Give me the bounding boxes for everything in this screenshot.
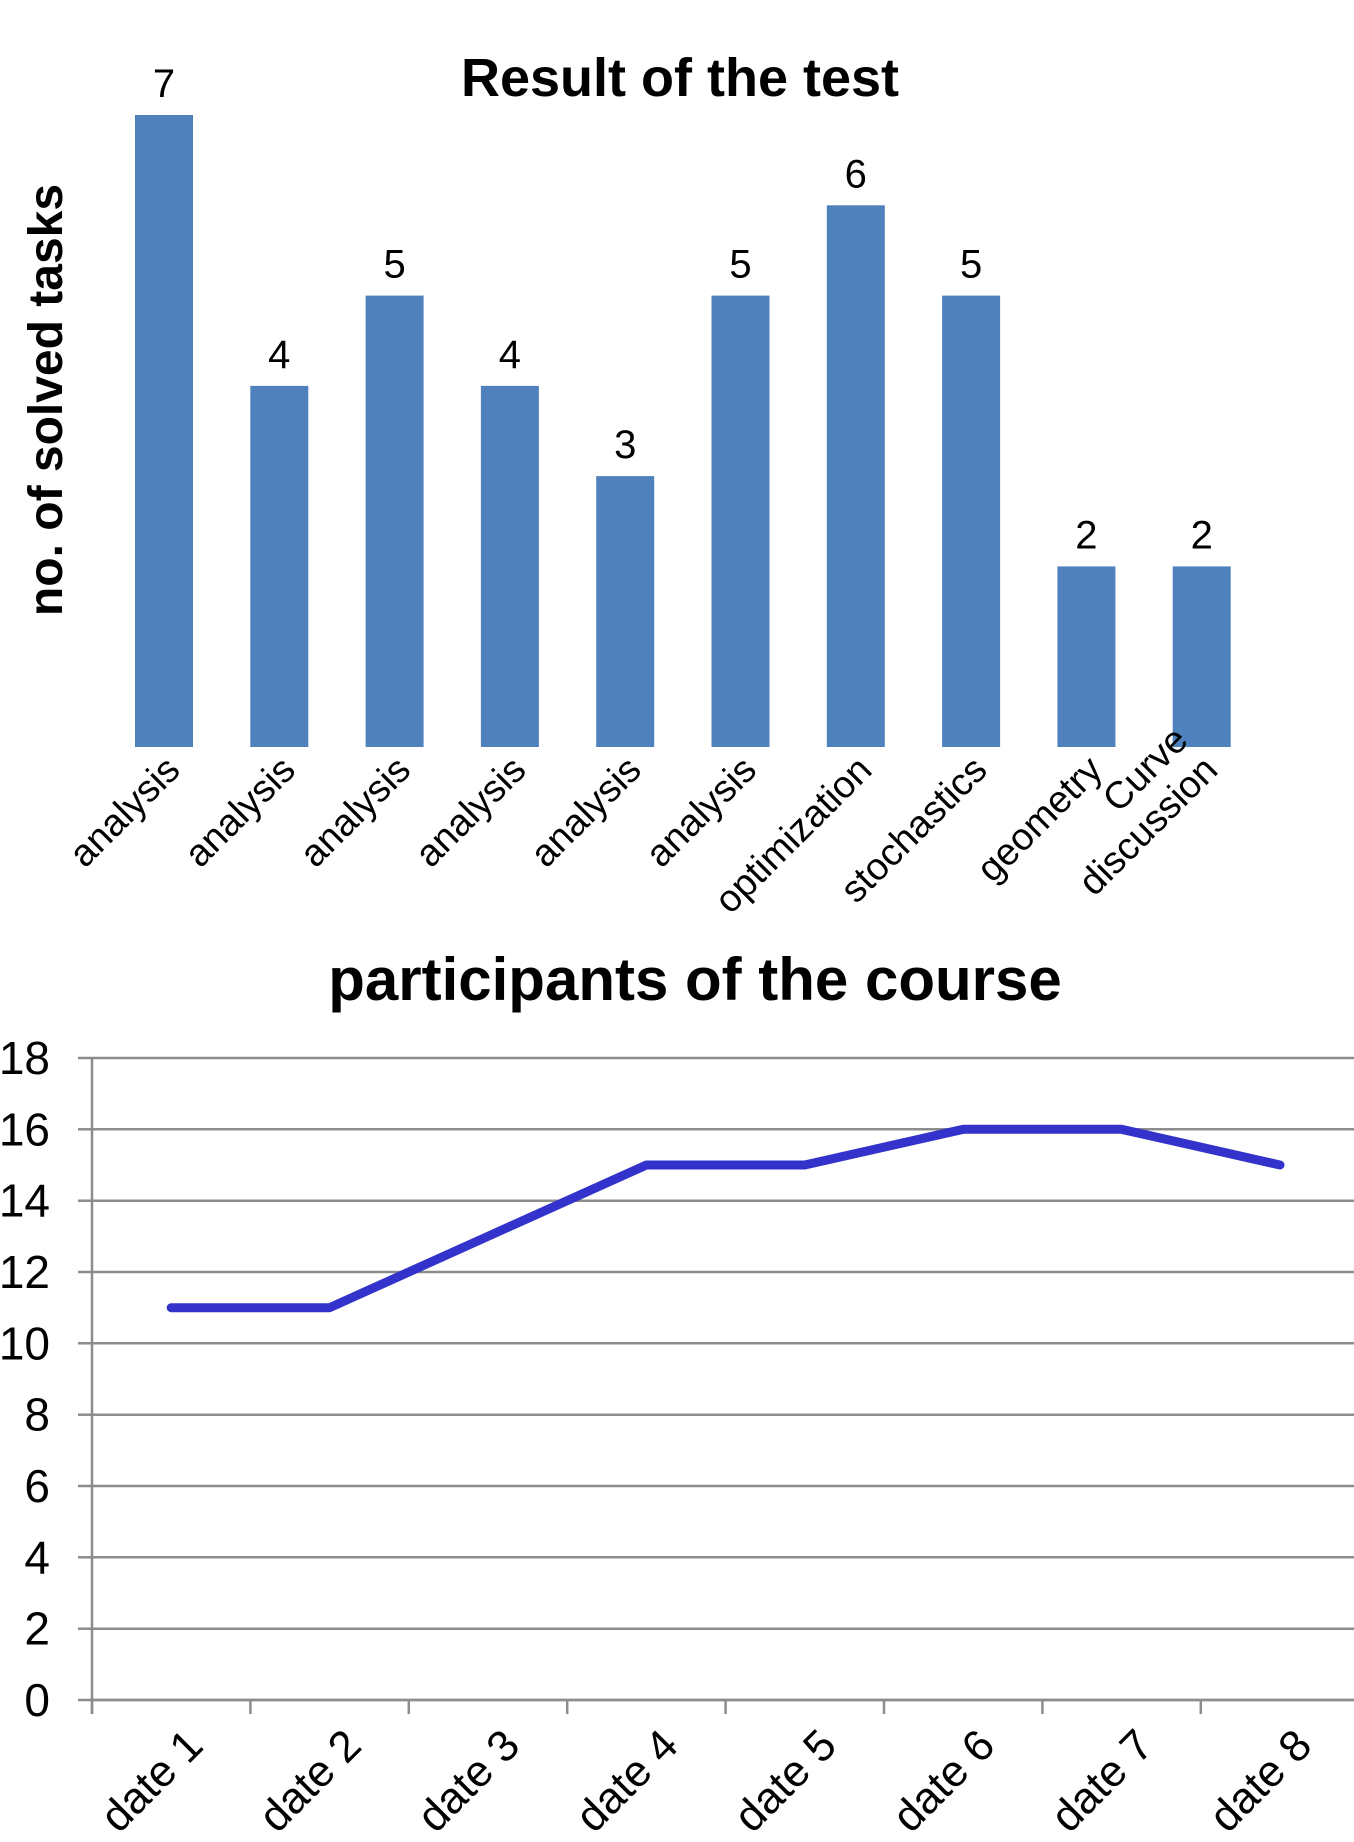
x-tick-label: date 8 [1200, 1720, 1321, 1841]
bar-category-label: analysis [62, 749, 189, 876]
bar-value-label: 7 [153, 62, 175, 106]
x-tick-label: date 5 [725, 1720, 846, 1841]
bar-category-label: analysis [292, 749, 419, 876]
bar-category-label: analysis [407, 749, 534, 876]
bar-category-label-line: analysis [407, 749, 534, 876]
bar-value-label: 2 [1075, 513, 1097, 557]
x-tick-label: date 2 [250, 1720, 371, 1841]
bar [942, 295, 1001, 747]
y-tick-label: 14 [0, 1175, 50, 1227]
y-tick-label: 10 [0, 1317, 50, 1369]
y-tick-label: 12 [0, 1246, 50, 1298]
y-tick-label: 4 [24, 1531, 50, 1583]
y-tick-label: 18 [0, 1032, 50, 1084]
line-chart-x-tick-labels: date 1 date 2 date 3 date 4 date 5 date 6 date… [91, 1720, 1321, 1841]
bar-value-label: 4 [268, 333, 290, 377]
line-chart-y-tick-labels: 0 2 4 6 8 10 12 14 16 18 [0, 1032, 50, 1726]
y-tick-label: 0 [24, 1674, 50, 1726]
bar [480, 385, 539, 747]
bar-chart-y-axis-label: no. of solved tasks [20, 184, 73, 616]
bar-category-label-line: analysis [523, 749, 650, 876]
bar-value-label: 6 [845, 152, 867, 196]
bar [365, 295, 424, 747]
bar-value-label: 4 [499, 333, 521, 377]
bar [826, 205, 885, 748]
x-tick-label: date 7 [1042, 1720, 1163, 1841]
line-chart-title: participants of the course [328, 946, 1061, 1013]
y-tick-label: 16 [0, 1103, 50, 1155]
bar-value-labels: 7 4 5 4 3 5 6 5 2 2 [153, 62, 1213, 557]
bar-category-label: analysis [523, 749, 650, 876]
bar [1057, 566, 1116, 747]
bar-category-label-line: analysis [177, 749, 304, 876]
line-chart-gridlines [78, 1056, 1354, 1702]
bar-category-label-line: analysis [292, 749, 419, 876]
y-tick-label: 2 [24, 1603, 50, 1655]
line-chart-x-axis [90, 1058, 1354, 1714]
bar-value-label: 3 [614, 423, 636, 467]
y-tick-label: 6 [24, 1460, 50, 1512]
bar-value-label: 5 [383, 243, 405, 287]
bar-category-label-line: analysis [62, 749, 189, 876]
x-tick-label: date 1 [91, 1720, 212, 1841]
x-tick-label: date 3 [408, 1720, 529, 1841]
line-chart-series [166, 1124, 1285, 1313]
bar [250, 385, 309, 747]
bar-chart: Result of the test no. of solved tasks 7… [20, 48, 1231, 922]
bar-value-label: 5 [960, 243, 982, 287]
bar-category-labels: analysisanalysisanalysisanalysisanalysis… [62, 719, 1226, 922]
bar-value-label: 2 [1191, 513, 1213, 557]
bars [135, 115, 1231, 748]
bar [135, 115, 193, 747]
x-tick-label: date 4 [566, 1720, 687, 1841]
bar [596, 476, 655, 747]
bar-value-label: 5 [729, 243, 751, 287]
y-tick-label: 8 [24, 1389, 50, 1441]
x-tick-label: date 6 [883, 1720, 1004, 1841]
bar [1172, 566, 1231, 747]
bar-chart-title: Result of the test [461, 48, 899, 108]
series-line [166, 1124, 1285, 1313]
line-chart: participants of the course 0 2 4 6 8 10 12 14 16… [0, 946, 1354, 1842]
bar [711, 295, 770, 747]
bar-category-label: analysis [177, 749, 304, 876]
